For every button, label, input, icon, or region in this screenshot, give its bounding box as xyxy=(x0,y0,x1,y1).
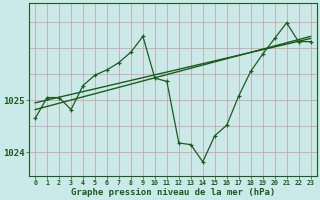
X-axis label: Graphe pression niveau de la mer (hPa): Graphe pression niveau de la mer (hPa) xyxy=(71,188,275,197)
